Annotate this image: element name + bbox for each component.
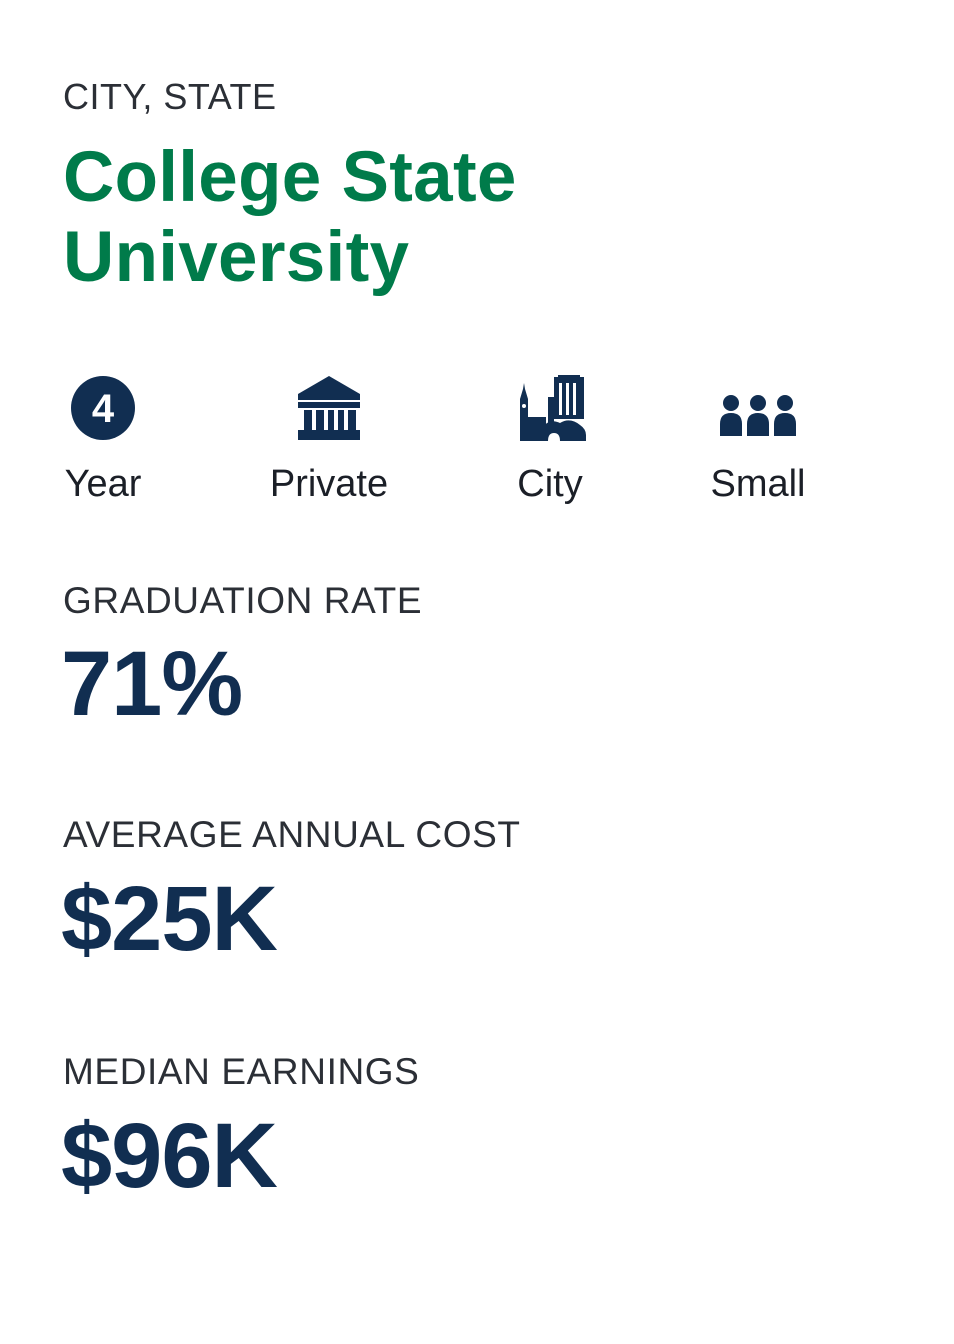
average-annual-cost-value: $25K bbox=[61, 868, 278, 970]
feature-city: City bbox=[450, 370, 650, 510]
feature-year: 4 Year bbox=[3, 370, 203, 510]
school-location: CITY, STATE bbox=[63, 76, 277, 117]
institution-building-icon bbox=[229, 370, 429, 446]
average-annual-cost-label: AVERAGE ANNUAL COST bbox=[63, 814, 521, 855]
feature-city-label: City bbox=[517, 463, 583, 505]
people-group-icon bbox=[658, 370, 858, 446]
school-features: 4 Year Private bbox=[0, 370, 954, 510]
city-skyline-icon bbox=[450, 370, 650, 446]
feature-small-label: Small bbox=[710, 463, 806, 505]
four-year-badge-icon: 4 bbox=[3, 370, 203, 446]
feature-year-label: Year bbox=[64, 463, 142, 505]
four-year-badge-number: 4 bbox=[92, 387, 115, 431]
graduation-rate-value: 71% bbox=[61, 633, 243, 735]
feature-small: Small bbox=[658, 370, 858, 510]
school-name[interactable]: College State University bbox=[63, 138, 683, 298]
school-name-line-2: University bbox=[63, 218, 410, 297]
median-earnings-label: MEDIAN EARNINGS bbox=[63, 1051, 420, 1092]
graduation-rate-label: GRADUATION RATE bbox=[63, 580, 423, 621]
school-name-line-1: College State bbox=[63, 138, 517, 217]
median-earnings-value: $96K bbox=[61, 1105, 278, 1207]
feature-private-label: Private bbox=[269, 463, 389, 505]
feature-private: Private bbox=[229, 370, 429, 510]
